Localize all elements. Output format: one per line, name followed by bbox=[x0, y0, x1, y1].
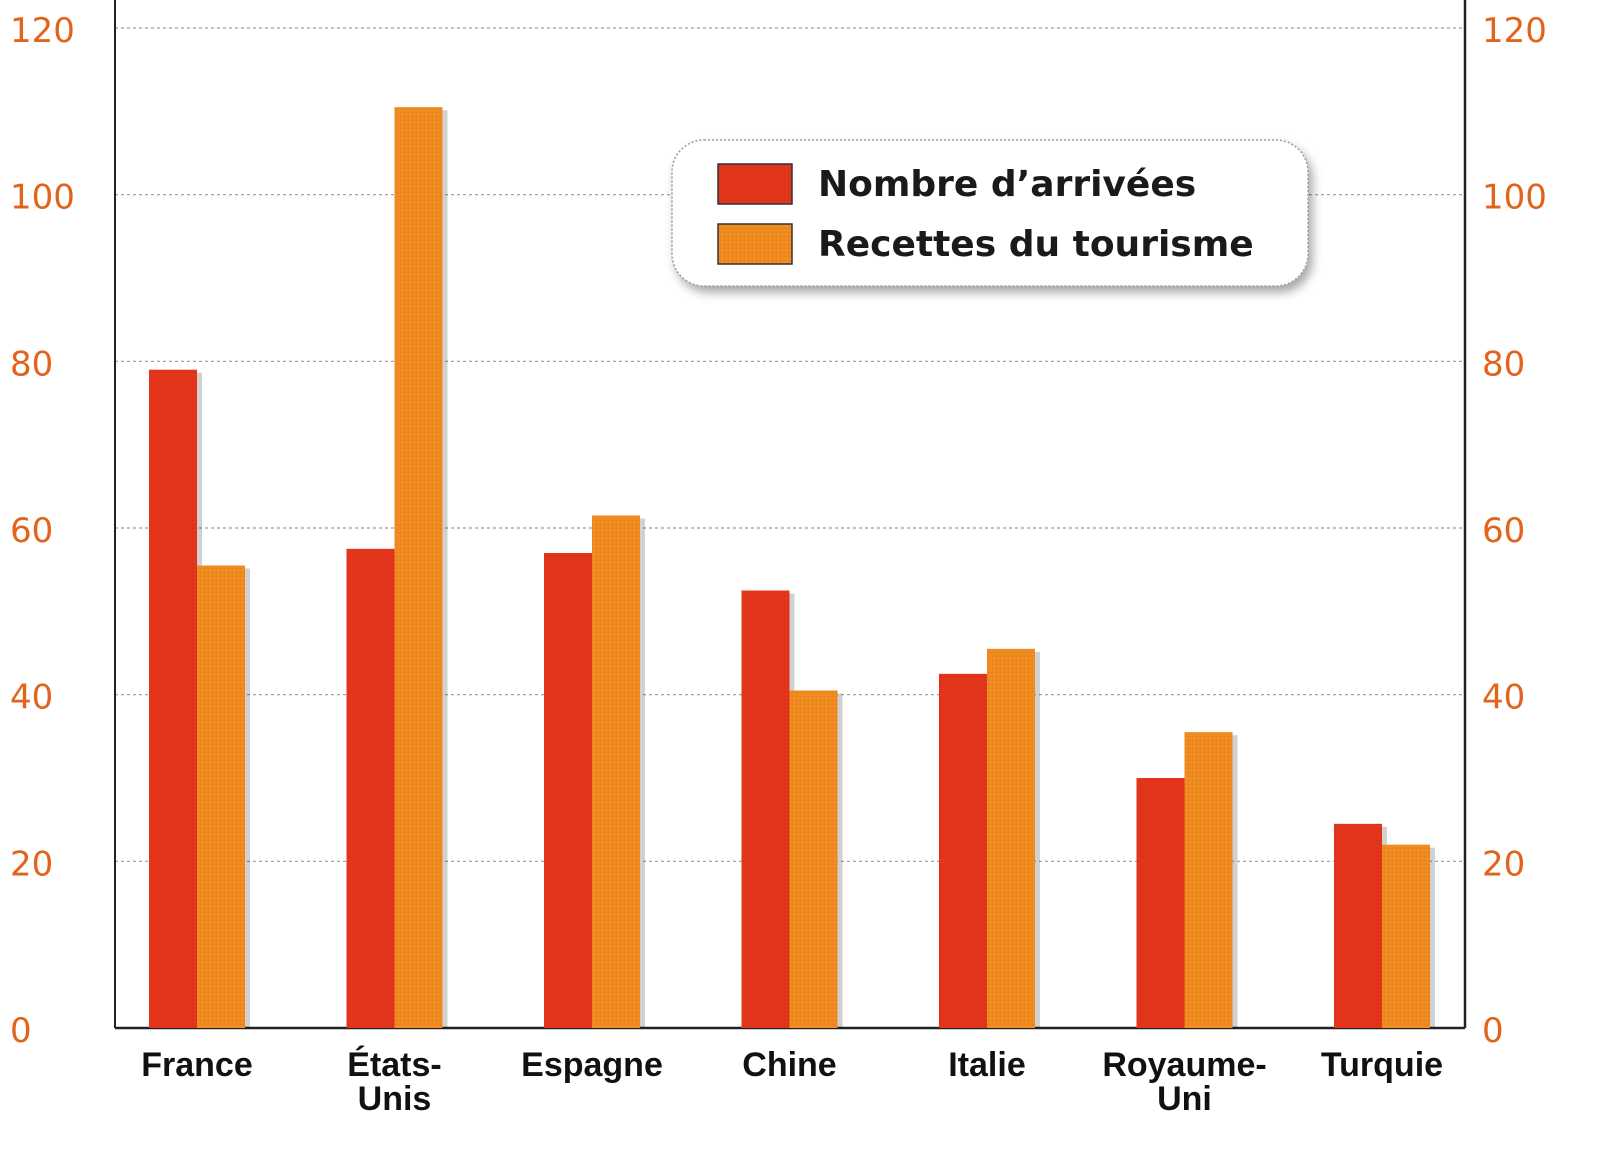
x-tick-label-6: Turquie bbox=[1321, 1046, 1443, 1084]
y-tick-label-right-0: 0 bbox=[1482, 1011, 1504, 1051]
bar-arrivees-5 bbox=[1136, 778, 1185, 1028]
legend-box bbox=[671, 139, 1309, 287]
y-tick-label-left-100: 100 bbox=[10, 178, 75, 218]
bar-recettes-1 bbox=[394, 107, 443, 1028]
y-tick-label-left-20: 20 bbox=[10, 844, 53, 884]
y-tick-label-left-80: 80 bbox=[10, 344, 53, 384]
y-tick-label-left-60: 60 bbox=[10, 511, 53, 551]
legend-label-0: Nombre d’arrivées bbox=[818, 164, 1196, 205]
y-tick-label-right-120: 120 bbox=[1482, 11, 1547, 51]
bar-arrivees-4 bbox=[939, 673, 987, 1028]
y-tick-label-left-40: 40 bbox=[10, 678, 53, 718]
legend-label-1: Recettes du tourisme bbox=[818, 224, 1254, 265]
x-tick-label-0: France bbox=[141, 1046, 253, 1084]
bars bbox=[149, 107, 1435, 1029]
legend-swatch-0 bbox=[717, 163, 793, 205]
legend-swatch-1 bbox=[717, 223, 793, 265]
y-tick-label-right-80: 80 bbox=[1482, 344, 1525, 384]
x-tick-label-2: Espagne bbox=[521, 1046, 663, 1084]
x-tick-label-3: Chine bbox=[742, 1046, 836, 1084]
y-tick-label-right-100: 100 bbox=[1482, 178, 1547, 218]
y-tick-label-left-120: 120 bbox=[10, 11, 75, 51]
category-labels: France États-Unis Espagne Chine Italie Royaum… bbox=[141, 1046, 1443, 1118]
bar-recettes-0 bbox=[197, 565, 245, 1028]
bar-recettes-3 bbox=[789, 690, 838, 1028]
bar-recettes-2 bbox=[592, 515, 640, 1028]
bar-arrivees-2 bbox=[544, 553, 592, 1028]
x-tick-label-1: États-Unis bbox=[347, 1046, 441, 1118]
bar-arrivees-3 bbox=[741, 590, 790, 1028]
x-tick-label-4: Italie bbox=[948, 1046, 1025, 1084]
axes: 0 0 20 20 40 40 60 60 80 80 100 100 120 120 bbox=[10, 0, 1547, 1051]
bar-recettes-6 bbox=[1382, 844, 1430, 1028]
bar-arrivees-0 bbox=[149, 369, 197, 1029]
y-tick-label-right-20: 20 bbox=[1482, 844, 1525, 884]
y-tick-label-right-60: 60 bbox=[1482, 511, 1525, 551]
bar-arrivees-1 bbox=[346, 548, 395, 1028]
x-tick-label-5: Royaume-Uni bbox=[1102, 1046, 1266, 1118]
y-tick-label-left-0: 0 bbox=[10, 1011, 32, 1051]
bar-recettes-5 bbox=[1184, 732, 1233, 1028]
bar-arrivees-6 bbox=[1334, 823, 1382, 1028]
y-tick-label-right-40: 40 bbox=[1482, 678, 1525, 718]
legend: Nombre d’arrivées Recettes du tourisme bbox=[671, 139, 1309, 287]
bar-recettes-4 bbox=[987, 648, 1035, 1028]
